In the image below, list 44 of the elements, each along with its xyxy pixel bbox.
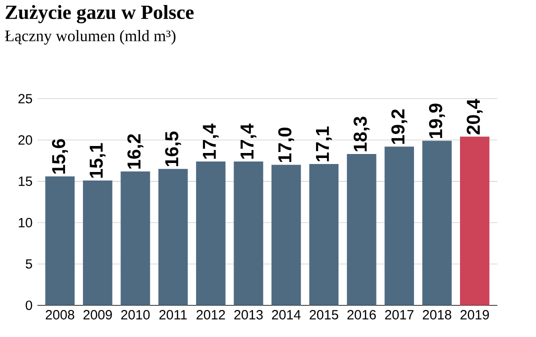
data-label: 17,1: [316, 126, 332, 162]
y-tick-label: 5: [26, 259, 32, 268]
x-tick-label: 2018: [422, 310, 452, 320]
bar: [120, 171, 150, 306]
data-label: 17,4: [202, 123, 219, 159]
chart-title: Zużycie gazu w Polsce: [6, 4, 194, 24]
y-tick-label: 10: [18, 218, 32, 228]
y-tick-label: 15: [18, 176, 32, 186]
bar: [422, 140, 452, 306]
bar: [309, 164, 339, 306]
x-tick-label: 2014: [272, 310, 301, 320]
x-tick-label: 2008: [46, 310, 74, 320]
y-tick-label: 20: [18, 135, 32, 145]
bar: [82, 180, 112, 306]
data-label: 15,1: [90, 142, 106, 178]
data-label: 19,9: [429, 103, 445, 138]
bar: [460, 136, 490, 306]
x-tick-label: 2010: [121, 310, 150, 320]
chart-subtitle: Łączny wolumen (mld m³): [5, 30, 176, 44]
data-label: 20,4: [466, 98, 483, 134]
bar: [45, 176, 75, 306]
x-tick-label: 2017: [385, 310, 414, 320]
bar: [158, 168, 188, 306]
data-label: 15,6: [52, 138, 68, 174]
x-tick-label: 2009: [84, 310, 112, 320]
data-label: 19,2: [391, 109, 408, 144]
x-tick-label: 2011: [159, 310, 187, 320]
x-tick-label: 2015: [310, 310, 338, 320]
x-tick-label: 2013: [234, 310, 263, 320]
data-label: 17,4: [240, 123, 256, 159]
bar: [346, 154, 376, 306]
y-tick-label: 0: [26, 300, 32, 310]
y-tick-label: 25: [18, 94, 32, 104]
bar: [196, 161, 226, 306]
data-label: 16,2: [127, 134, 144, 168]
bar: [384, 146, 414, 306]
x-tick-label: 2019: [460, 310, 489, 320]
bar: [234, 161, 264, 306]
data-label: 18,3: [354, 116, 370, 152]
x-tick-label: 2012: [196, 310, 225, 320]
data-label: 17,0: [278, 127, 294, 162]
x-tick-label: 2016: [347, 310, 376, 320]
bar: [271, 164, 301, 306]
data-label: 16,5: [165, 131, 182, 166]
